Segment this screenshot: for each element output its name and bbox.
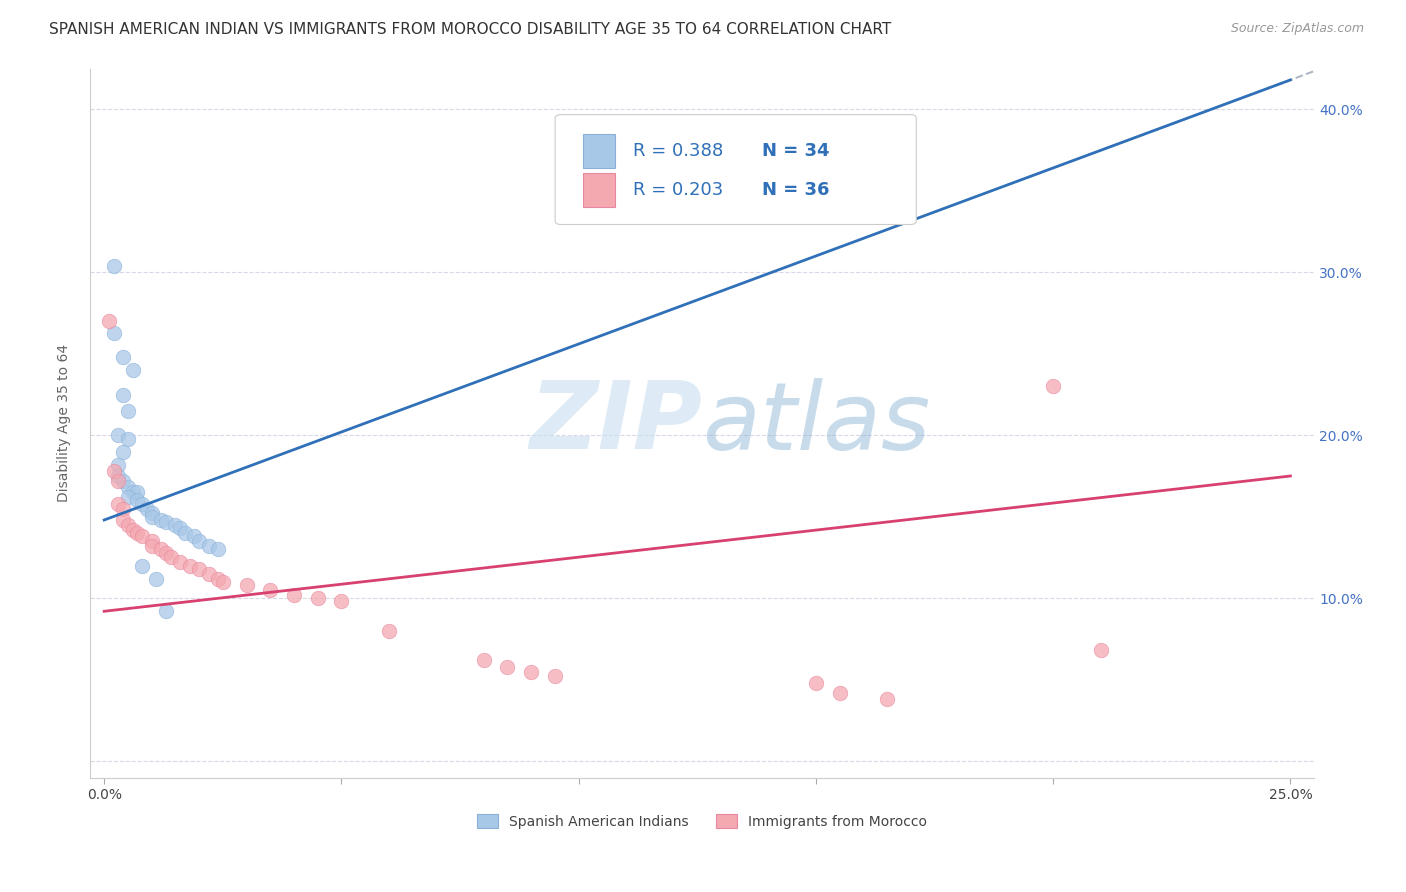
Point (188, 562, 211, 576)
Point (121, 523, 143, 537)
Bar (583, 134, 614, 168)
Point (127, 526, 149, 541)
Point (97, 314, 120, 328)
Point (1090, 643, 1112, 657)
Point (135, 501, 157, 516)
Point (107, 469, 129, 483)
Point (472, 653, 495, 667)
Point (117, 490, 139, 504)
Point (121, 363, 143, 377)
Point (107, 497, 129, 511)
Point (127, 493, 149, 508)
Point (112, 444, 135, 458)
Point (103, 259, 125, 273)
Point (307, 591, 329, 606)
Point (117, 432, 139, 446)
Point (544, 669, 567, 683)
Point (173, 526, 195, 541)
Point (378, 624, 401, 638)
Point (179, 558, 201, 573)
Point (150, 542, 173, 557)
Point (283, 588, 305, 602)
FancyBboxPatch shape (555, 114, 917, 225)
Point (259, 583, 281, 598)
Point (169, 555, 191, 569)
Bar (583, 173, 614, 207)
Point (141, 509, 163, 524)
Point (155, 546, 177, 560)
Point (828, 686, 851, 700)
Legend: Spanish American Indians, Immigrants from Morocco: Spanish American Indians, Immigrants fro… (471, 808, 932, 834)
Point (188, 534, 211, 549)
Point (804, 676, 827, 690)
Point (112, 513, 135, 527)
Point (197, 539, 219, 553)
Point (107, 458, 129, 472)
Text: atlas: atlas (702, 377, 931, 468)
Point (103, 464, 125, 478)
Text: N = 36: N = 36 (762, 181, 830, 199)
Point (121, 485, 143, 500)
Point (235, 578, 257, 592)
Point (117, 517, 139, 532)
Point (197, 566, 219, 581)
Point (150, 513, 173, 527)
Point (155, 515, 177, 529)
Point (145, 572, 167, 586)
Point (131, 558, 153, 573)
Point (520, 665, 543, 679)
Point (112, 350, 135, 364)
Point (103, 326, 125, 340)
Point (330, 594, 353, 608)
Point (112, 387, 135, 401)
Point (117, 404, 139, 418)
Point (1042, 379, 1064, 393)
Point (141, 507, 163, 521)
Point (155, 604, 177, 618)
Text: ZIP: ZIP (529, 377, 702, 469)
Point (112, 474, 135, 488)
Point (207, 572, 229, 586)
Point (112, 501, 135, 516)
Point (117, 480, 139, 494)
Point (141, 534, 163, 549)
Point (211, 574, 233, 589)
Text: SPANISH AMERICAN INDIAN VS IMMIGRANTS FROM MOROCCO DISABILITY AGE 35 TO 64 CORRE: SPANISH AMERICAN INDIAN VS IMMIGRANTS FR… (49, 22, 891, 37)
Text: R = 0.388: R = 0.388 (634, 142, 724, 160)
Text: R = 0.203: R = 0.203 (634, 181, 724, 199)
Point (127, 485, 149, 500)
Point (496, 659, 519, 673)
Point (169, 521, 191, 535)
Text: Source: ZipAtlas.com: Source: ZipAtlas.com (1230, 22, 1364, 36)
Point (183, 529, 205, 543)
Point (207, 542, 229, 557)
Point (876, 692, 898, 706)
Y-axis label: Disability Age 35 to 64: Disability Age 35 to 64 (58, 344, 72, 502)
Point (131, 529, 153, 543)
Point (107, 428, 129, 442)
Point (159, 550, 181, 565)
Point (141, 539, 163, 553)
Point (131, 497, 153, 511)
Text: N = 34: N = 34 (762, 142, 830, 160)
Point (165, 517, 187, 532)
Point (107, 474, 129, 488)
